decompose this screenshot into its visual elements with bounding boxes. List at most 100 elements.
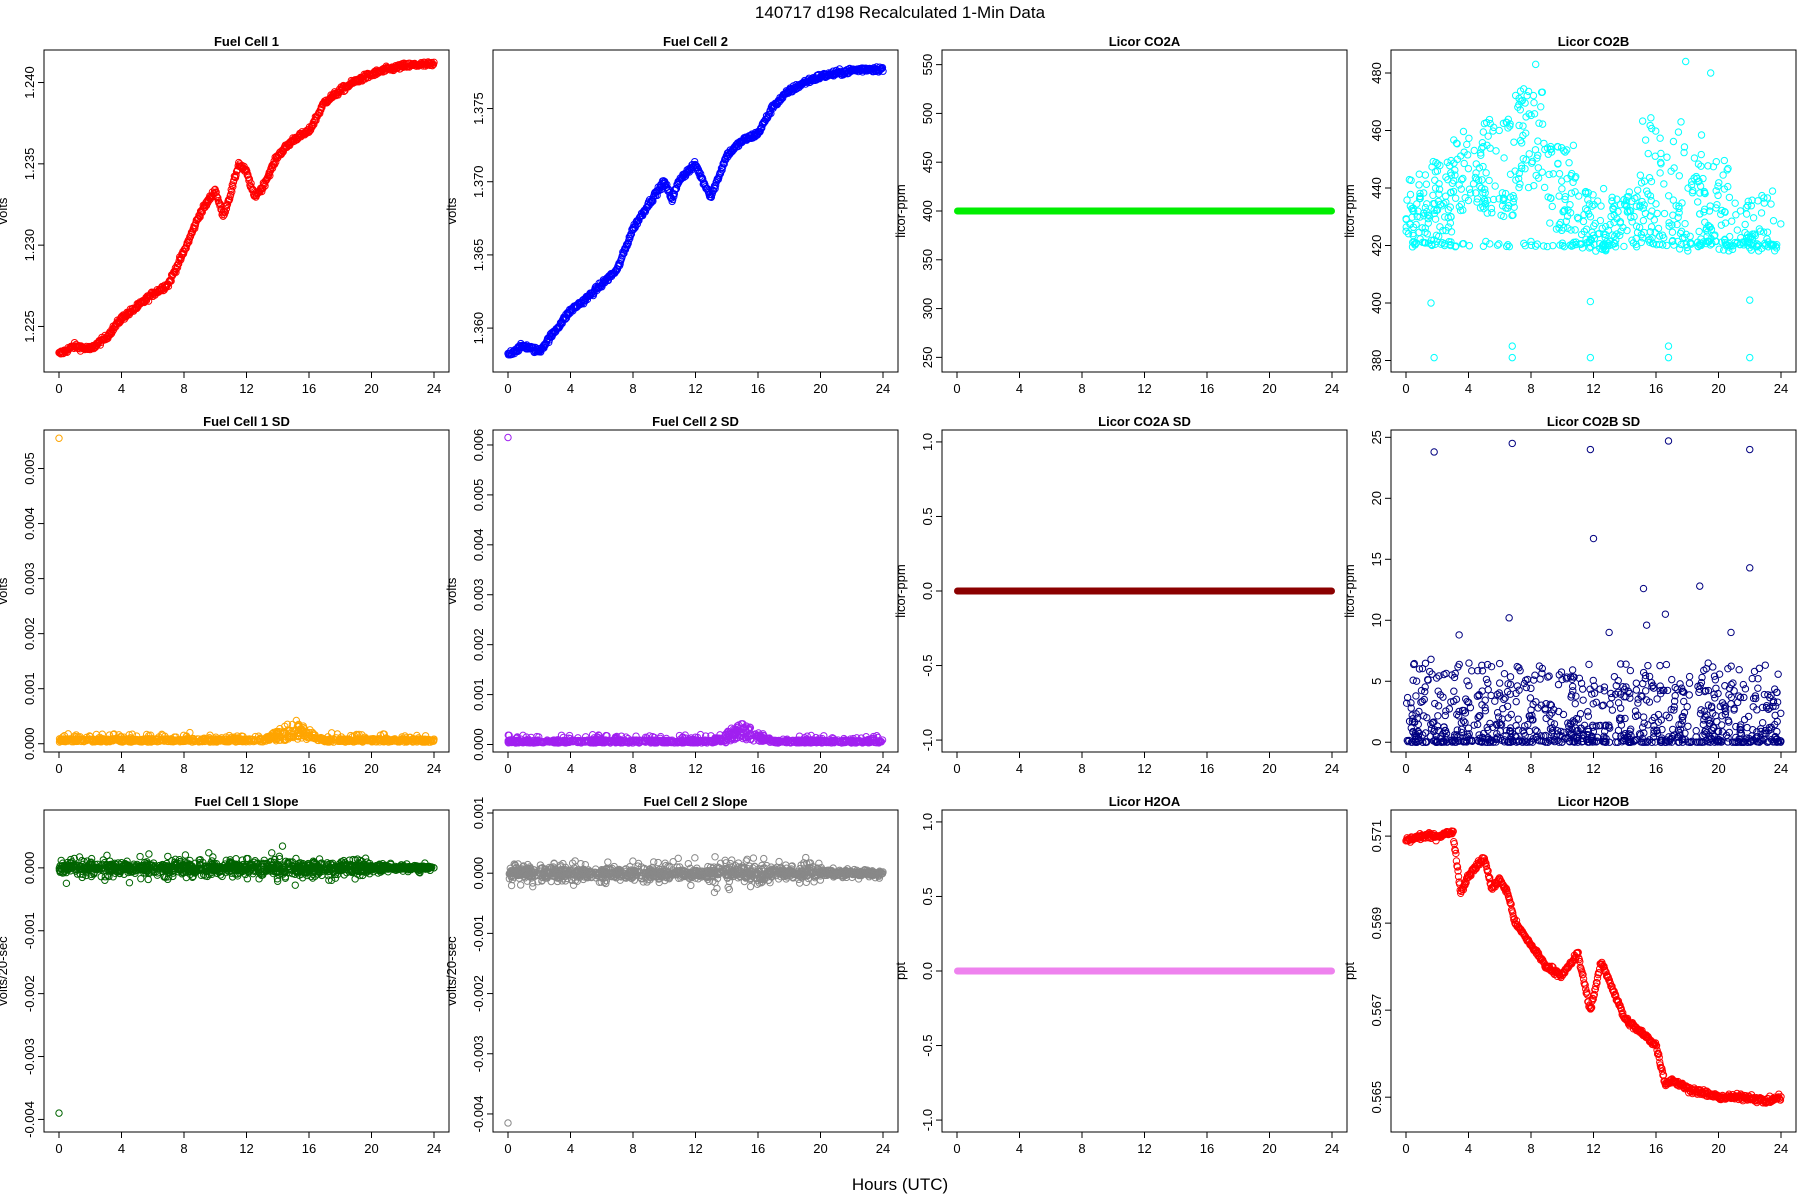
y-axis-label: licor-ppm: [1342, 184, 1357, 237]
data-point: [1431, 215, 1440, 223]
data-point: [1692, 727, 1700, 735]
data-point: [1567, 189, 1576, 197]
data-point-band: [954, 587, 1335, 595]
data-point: [1495, 195, 1503, 203]
data-point: [1706, 69, 1715, 77]
x-tick-label: 8: [180, 381, 187, 396]
x-tick-label: 16: [751, 761, 765, 776]
data-point: [1510, 203, 1518, 211]
data-point: [1530, 110, 1539, 118]
data-point: [1663, 153, 1671, 161]
data-point: [55, 434, 63, 442]
data-point: [1433, 160, 1442, 168]
data-point: [878, 63, 887, 72]
data-point: [1455, 203, 1464, 211]
data-point: [259, 184, 267, 193]
x-tick-label: 0: [953, 761, 960, 776]
data-point: [1447, 228, 1456, 236]
data-point: [1480, 119, 1489, 128]
data-point: [1476, 149, 1485, 157]
data-point: [1519, 155, 1527, 163]
data-point: [305, 128, 313, 136]
figure-title: 140717 d198 Recalculated 1-Min Data: [755, 3, 1046, 22]
data-point: [1675, 172, 1684, 180]
x-tick-label: 4: [1465, 761, 1472, 776]
y-tick-label: 400: [1369, 292, 1384, 314]
x-tick-label: 20: [1711, 381, 1725, 396]
data-point: [310, 120, 318, 129]
data-point: [1465, 134, 1473, 142]
y-tick-label: 0.003: [471, 578, 486, 611]
data-point: [1491, 697, 1499, 705]
y-tick-label: -1.0: [920, 729, 935, 751]
data-point: [1495, 659, 1504, 668]
data-point: [1565, 159, 1573, 167]
data-point: [1435, 185, 1444, 193]
data-point: [1486, 144, 1494, 152]
data-point: [1640, 719, 1648, 727]
data-point: [1761, 661, 1770, 669]
data-point: [173, 263, 182, 272]
data-point: [1660, 209, 1669, 218]
data-point: [1451, 194, 1460, 202]
data-point: [1475, 164, 1484, 172]
data-point: [1465, 185, 1474, 193]
data-point: [174, 260, 183, 268]
data-point: [1668, 228, 1677, 236]
data-point: [1632, 679, 1641, 687]
data-point: [1511, 167, 1519, 175]
x-tick-label: 24: [1325, 381, 1339, 396]
data-point: [1538, 120, 1547, 128]
x-tick-label: 4: [1465, 381, 1472, 396]
data-point: [266, 172, 274, 180]
data-point: [1650, 216, 1658, 224]
x-tick-label: 8: [180, 761, 187, 776]
data-point: [1472, 169, 1480, 177]
x-tick-label: 8: [629, 381, 636, 396]
x-tick-label: 20: [1262, 381, 1276, 396]
data-point: [1530, 98, 1538, 107]
y-tick-label: 0.002: [471, 628, 486, 661]
data-point: [1500, 154, 1508, 162]
data-point: [1669, 137, 1678, 146]
data-point: [1559, 208, 1567, 216]
data-point: [1487, 662, 1496, 671]
data-point: [1539, 242, 1548, 250]
data-point: [1523, 91, 1531, 100]
data-point: [1405, 175, 1414, 184]
data-point: [1639, 216, 1648, 225]
y-tick-label: 0.001: [471, 678, 486, 711]
data-point: [1514, 174, 1523, 183]
data-point: [1725, 232, 1734, 241]
data-point: [1562, 217, 1570, 225]
data-point: [1499, 196, 1508, 205]
data-point: [196, 213, 204, 221]
data-point: [1485, 115, 1494, 124]
data-point: [1546, 219, 1554, 227]
data-point: [1495, 240, 1503, 248]
y-tick-label: 0.004: [471, 529, 486, 562]
data-point: [1656, 134, 1664, 142]
data-point: [1620, 242, 1628, 251]
data-point: [1418, 224, 1426, 232]
x-tick-label: 16: [751, 381, 765, 396]
data-point: [1503, 118, 1511, 127]
data-point: [182, 244, 190, 252]
data-point: [1681, 219, 1689, 228]
data-point: [1555, 192, 1563, 200]
y-tick-label: 1.225: [22, 310, 37, 343]
data-point: [1508, 342, 1516, 350]
y-tick-label: 0.004: [22, 507, 37, 540]
data-point: [1746, 296, 1754, 304]
data-point: [1568, 666, 1577, 674]
x-tick-label: 12: [239, 761, 253, 776]
x-tick-label: 0: [1402, 381, 1409, 396]
data-point: [1668, 675, 1676, 684]
x-tick-label: 24: [1774, 381, 1788, 396]
data-point: [1479, 189, 1487, 197]
x-tick-label: 12: [1586, 381, 1600, 396]
data-point: [1586, 353, 1595, 362]
x-tick-label: 0: [953, 381, 960, 396]
